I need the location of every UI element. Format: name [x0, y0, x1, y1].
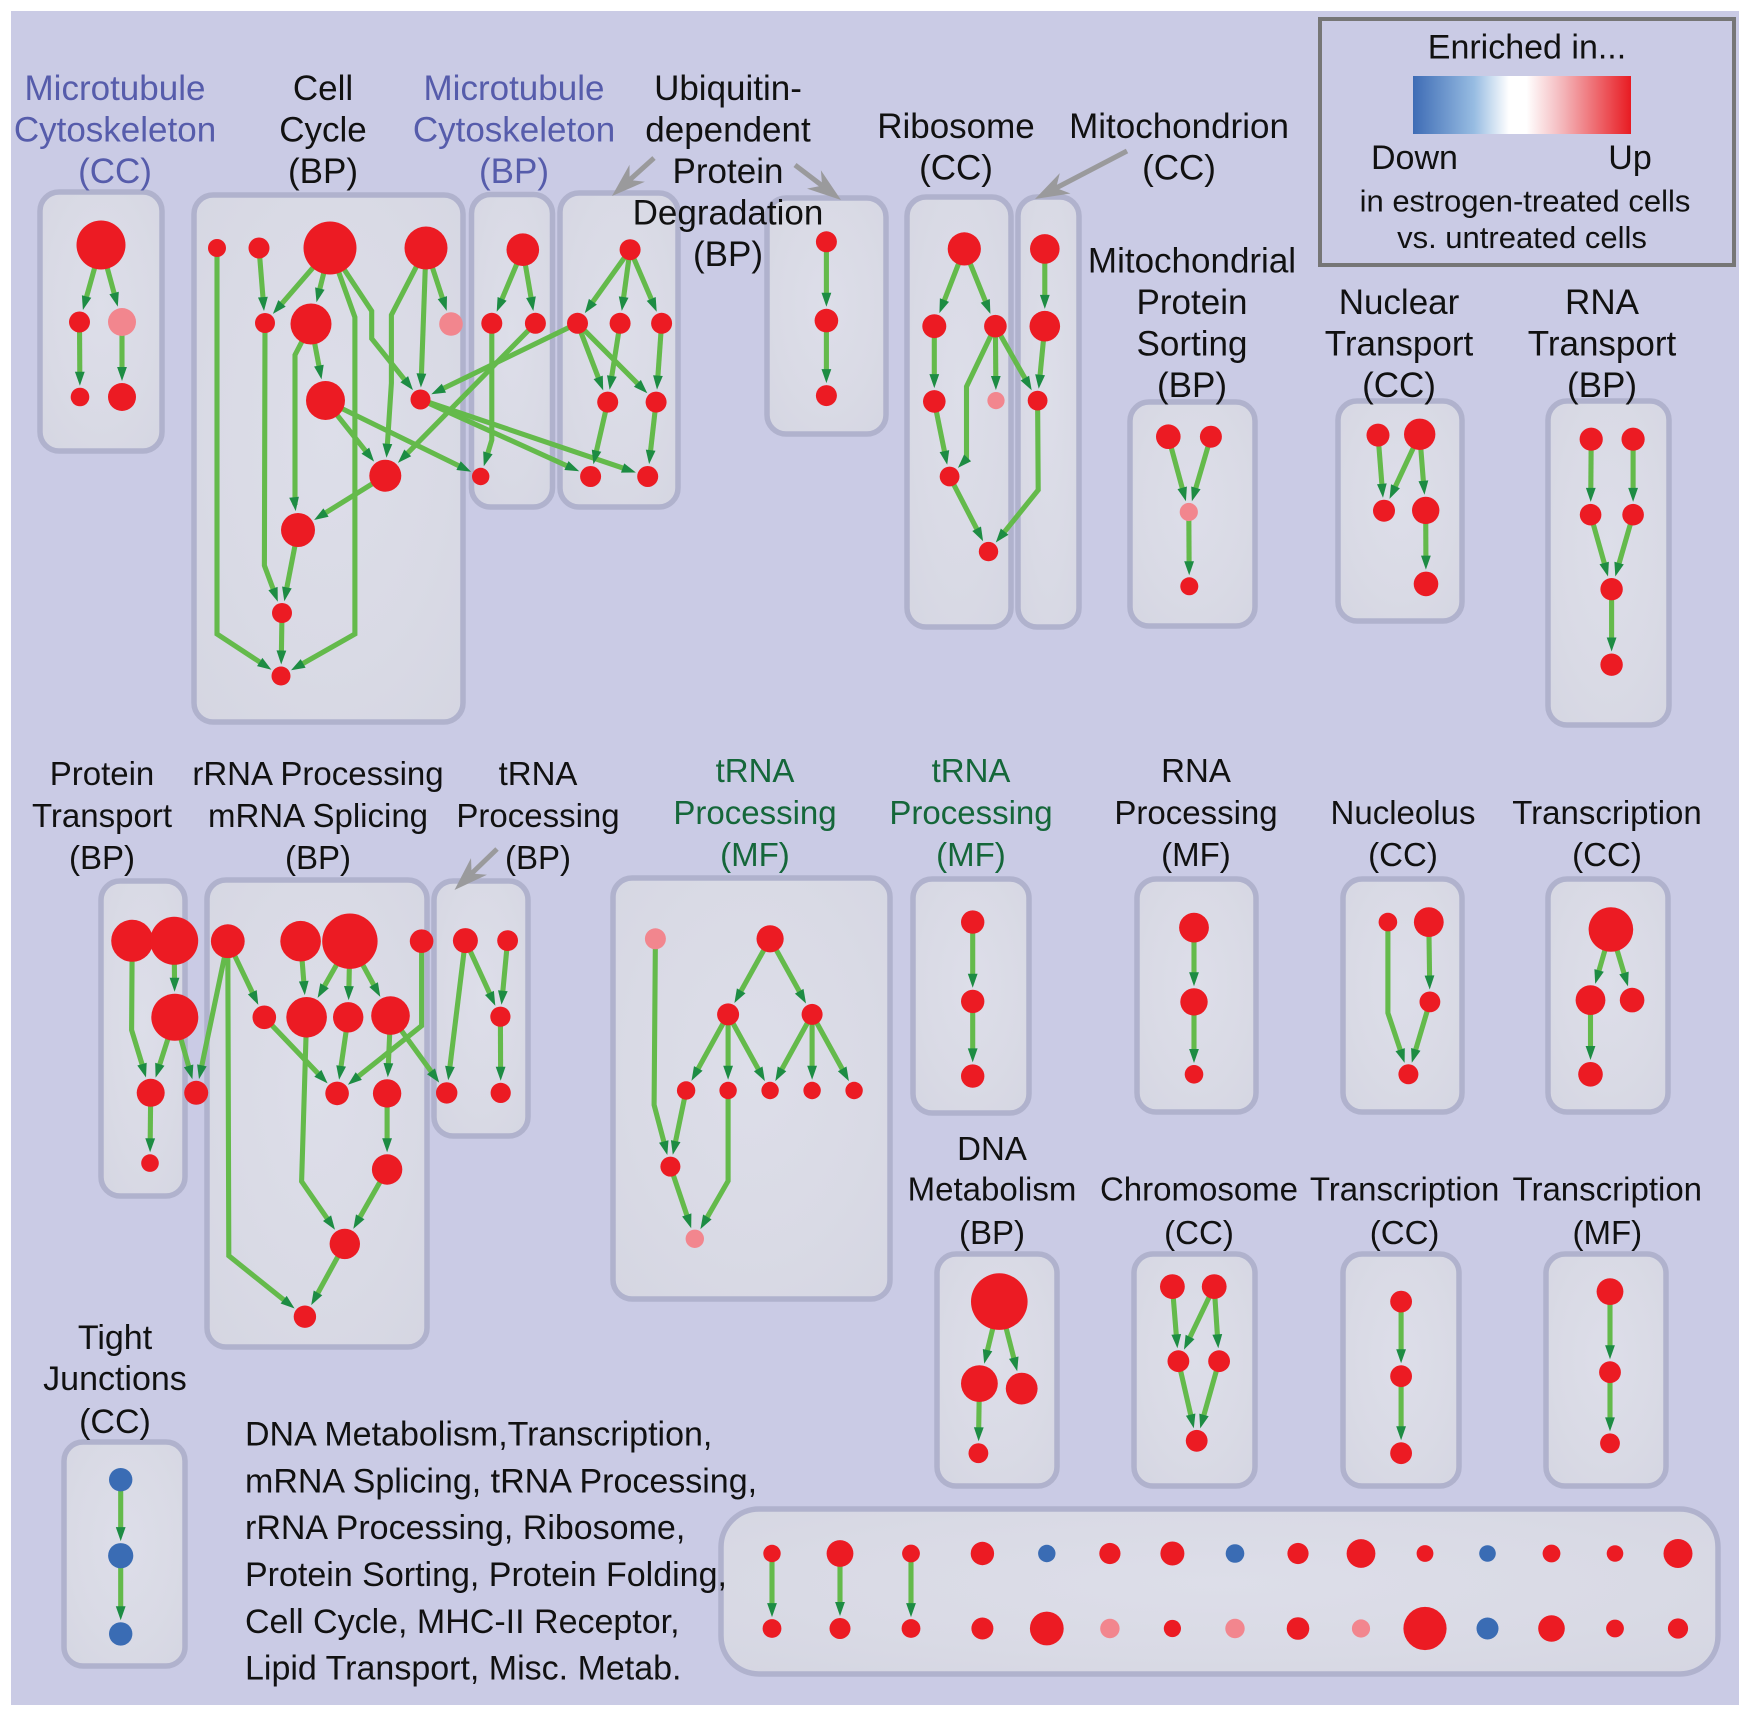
- svg-text:Ribosome: Ribosome: [877, 107, 1035, 146]
- svg-text:(MF): (MF): [1572, 1214, 1642, 1251]
- svg-text:Up: Up: [1608, 139, 1651, 177]
- svg-text:Cycle: Cycle: [279, 111, 367, 150]
- svg-text:tRNA: tRNA: [716, 752, 795, 789]
- svg-text:Cytoskeleton: Cytoskeleton: [14, 111, 216, 150]
- svg-text:Processing: Processing: [673, 794, 836, 831]
- svg-text:(BP): (BP): [1567, 366, 1637, 405]
- svg-text:Tight: Tight: [78, 1319, 153, 1357]
- svg-text:RNA: RNA: [1161, 752, 1231, 789]
- svg-text:(CC): (CC): [1368, 836, 1438, 873]
- svg-text:(BP): (BP): [479, 152, 549, 191]
- svg-text:Cell: Cell: [293, 69, 353, 108]
- svg-text:Processing: Processing: [456, 797, 619, 834]
- svg-text:(MF): (MF): [936, 836, 1006, 873]
- svg-text:Transcription: Transcription: [1310, 1171, 1500, 1208]
- svg-text:Cytoskeleton: Cytoskeleton: [413, 111, 615, 150]
- svg-text:DNA Metabolism,Transcription,: DNA Metabolism,Transcription,: [245, 1416, 712, 1454]
- svg-text:Sorting: Sorting: [1137, 325, 1248, 364]
- svg-text:(CC): (CC): [919, 149, 993, 188]
- svg-text:(BP): (BP): [505, 839, 571, 876]
- svg-text:Transcription: Transcription: [1512, 794, 1702, 831]
- svg-text:Enriched in...: Enriched in...: [1428, 29, 1626, 67]
- svg-text:Protein: Protein: [50, 755, 155, 792]
- svg-text:(CC): (CC): [1370, 1214, 1440, 1251]
- svg-text:Transport: Transport: [1325, 325, 1474, 364]
- svg-text:(BP): (BP): [959, 1214, 1025, 1251]
- svg-text:Mitochondrion: Mitochondrion: [1069, 107, 1289, 146]
- svg-text:Protein: Protein: [673, 152, 784, 191]
- svg-text:vs. untreated cells: vs. untreated cells: [1397, 220, 1647, 255]
- svg-text:(BP): (BP): [69, 839, 135, 876]
- svg-text:in estrogen-treated cells: in estrogen-treated cells: [1360, 184, 1691, 219]
- svg-text:Protein: Protein: [1137, 283, 1248, 322]
- svg-text:(CC): (CC): [1572, 836, 1642, 873]
- svg-text:RNA: RNA: [1565, 283, 1640, 322]
- svg-text:(CC): (CC): [1362, 366, 1436, 405]
- svg-text:(MF): (MF): [1161, 836, 1231, 873]
- svg-text:(BP): (BP): [1157, 366, 1227, 405]
- svg-text:Processing: Processing: [889, 794, 1052, 831]
- svg-text:rRNA Processing, Ribosome,: rRNA Processing, Ribosome,: [245, 1509, 685, 1547]
- svg-text:Microtubule: Microtubule: [424, 69, 605, 108]
- svg-text:(BP): (BP): [693, 235, 763, 274]
- svg-text:mRNA Splicing: mRNA Splicing: [208, 797, 428, 834]
- svg-text:rRNA Processing: rRNA Processing: [192, 755, 443, 792]
- svg-text:(CC): (CC): [1164, 1214, 1234, 1251]
- svg-text:(CC): (CC): [78, 152, 152, 191]
- svg-text:Transport: Transport: [32, 797, 172, 834]
- svg-text:Protein Sorting, Protein Foldi: Protein Sorting, Protein Folding,: [245, 1556, 727, 1594]
- svg-text:Chromosome: Chromosome: [1100, 1171, 1298, 1208]
- svg-text:Processing: Processing: [1114, 794, 1277, 831]
- svg-text:DNA: DNA: [957, 1130, 1027, 1167]
- svg-text:Microtubule: Microtubule: [25, 69, 206, 108]
- svg-text:Nuclear: Nuclear: [1339, 283, 1460, 322]
- svg-text:(CC): (CC): [79, 1403, 151, 1441]
- svg-text:tRNA: tRNA: [932, 752, 1011, 789]
- svg-text:tRNA: tRNA: [499, 755, 578, 792]
- svg-text:dependent: dependent: [645, 111, 811, 150]
- svg-text:Cell Cycle, MHC-II Receptor,: Cell Cycle, MHC-II Receptor,: [245, 1603, 680, 1641]
- svg-text:(BP): (BP): [285, 839, 351, 876]
- svg-text:Nucleolus: Nucleolus: [1331, 794, 1476, 831]
- svg-text:mRNA Splicing, tRNA Processing: mRNA Splicing, tRNA Processing,: [245, 1462, 757, 1500]
- svg-text:(CC): (CC): [1142, 149, 1216, 188]
- svg-text:Junctions: Junctions: [43, 1360, 187, 1398]
- svg-text:Lipid Transport, Misc. Metab.: Lipid Transport, Misc. Metab.: [245, 1650, 682, 1688]
- svg-text:Ubiquitin-: Ubiquitin-: [654, 69, 802, 108]
- svg-text:Degradation: Degradation: [633, 194, 824, 233]
- svg-text:(MF): (MF): [720, 836, 790, 873]
- svg-text:Metabolism: Metabolism: [908, 1171, 1077, 1208]
- svg-text:Transport: Transport: [1528, 325, 1677, 364]
- svg-text:Down: Down: [1371, 139, 1458, 177]
- svg-text:(BP): (BP): [288, 152, 358, 191]
- svg-text:Mitochondrial: Mitochondrial: [1088, 241, 1296, 280]
- svg-text:Transcription: Transcription: [1513, 1171, 1703, 1208]
